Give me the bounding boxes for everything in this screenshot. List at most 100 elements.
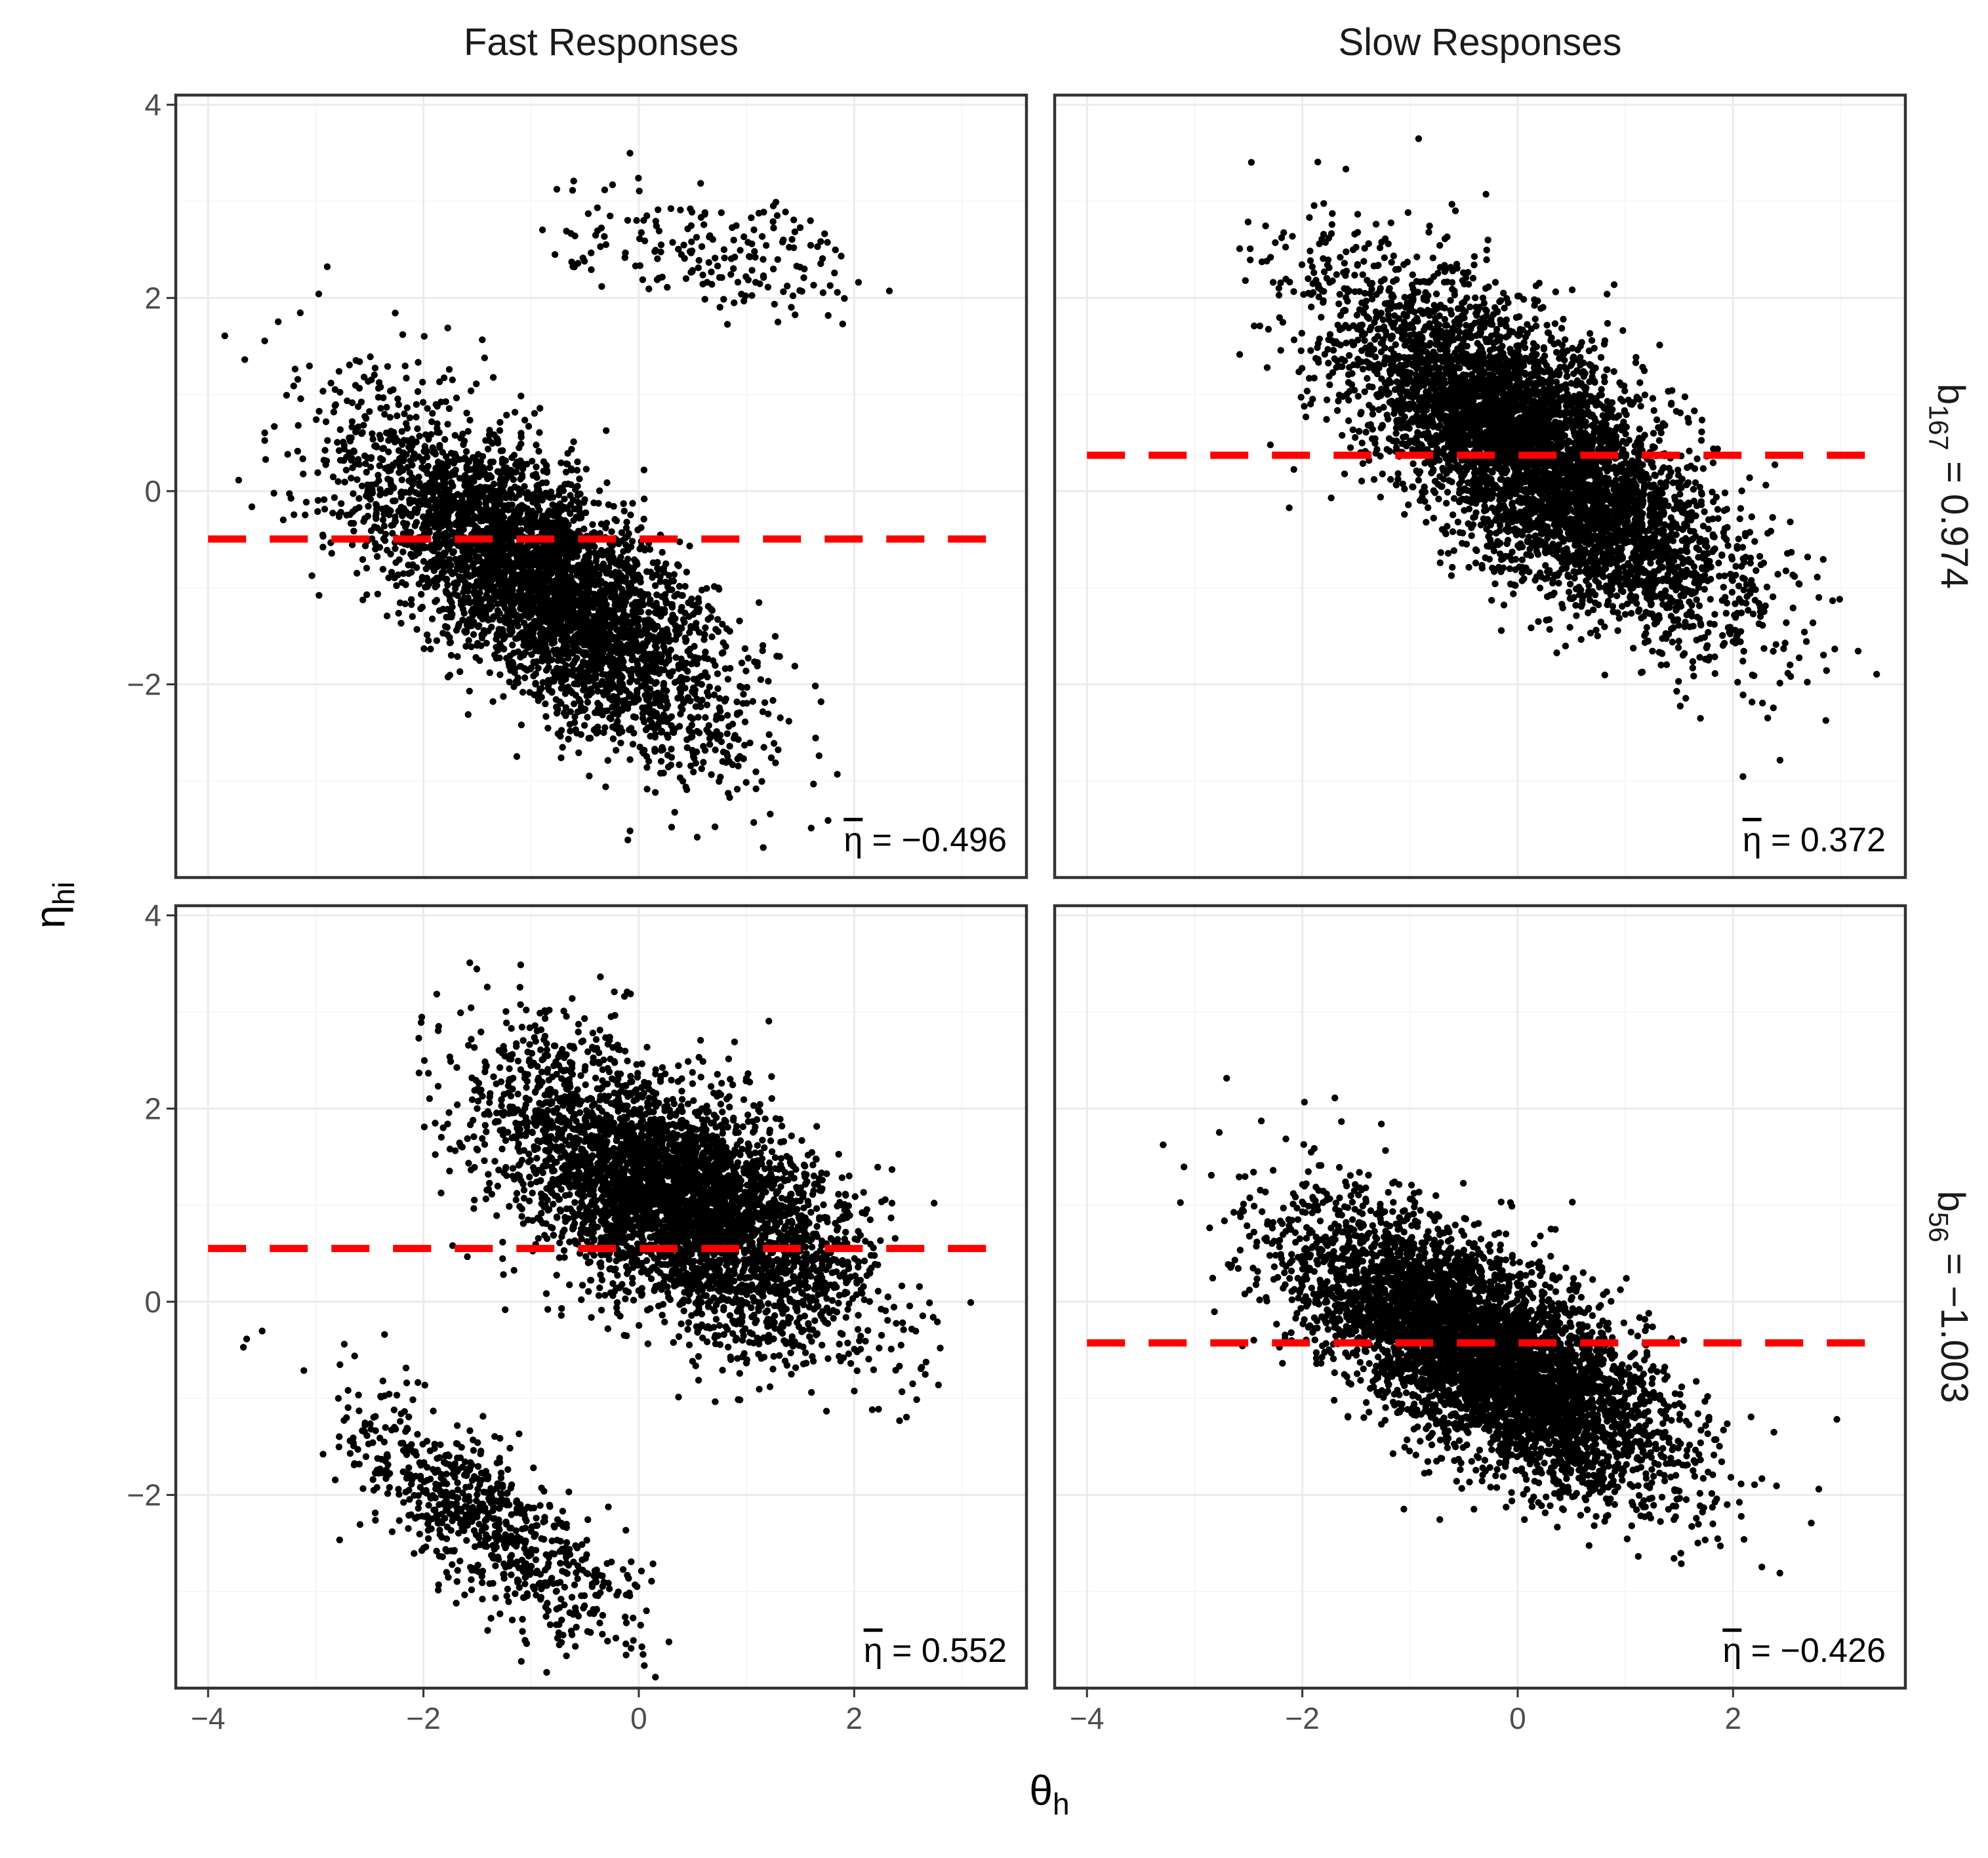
data-point bbox=[651, 668, 659, 676]
data-point bbox=[518, 471, 526, 479]
data-point bbox=[639, 704, 646, 712]
data-point bbox=[561, 627, 569, 634]
data-point bbox=[459, 430, 466, 437]
data-point bbox=[755, 209, 763, 217]
data-point bbox=[655, 274, 662, 282]
data-point bbox=[634, 561, 641, 568]
data-point bbox=[1394, 475, 1402, 483]
data-point bbox=[810, 281, 817, 289]
data-point bbox=[600, 691, 607, 698]
data-point bbox=[759, 647, 766, 655]
data-point bbox=[559, 548, 566, 555]
data-point bbox=[554, 554, 561, 561]
data-point bbox=[403, 420, 410, 427]
data-point bbox=[359, 555, 367, 563]
data-point bbox=[363, 565, 371, 572]
data-point bbox=[693, 727, 701, 735]
data-point bbox=[321, 506, 329, 513]
data-point bbox=[555, 629, 563, 637]
data-point bbox=[591, 709, 599, 716]
data-point bbox=[543, 467, 551, 474]
data-point bbox=[548, 676, 555, 684]
data-point bbox=[562, 468, 570, 475]
data-point bbox=[571, 633, 578, 640]
data-point bbox=[645, 622, 652, 630]
data-point bbox=[775, 746, 782, 754]
data-point bbox=[354, 476, 361, 483]
data-point bbox=[675, 245, 682, 253]
data-point bbox=[425, 519, 433, 527]
data-point bbox=[390, 497, 397, 504]
data-point bbox=[744, 276, 752, 283]
data-point bbox=[428, 496, 435, 504]
data-point bbox=[561, 481, 569, 488]
data-point bbox=[463, 542, 470, 550]
data-point bbox=[497, 541, 504, 548]
data-point bbox=[688, 209, 696, 216]
data-point bbox=[358, 482, 366, 490]
data-point bbox=[447, 561, 455, 569]
data-point bbox=[519, 518, 526, 525]
data-point bbox=[1415, 135, 1423, 142]
data-point bbox=[535, 590, 542, 597]
data-point bbox=[627, 672, 635, 679]
data-point bbox=[396, 556, 403, 563]
data-point bbox=[700, 630, 708, 638]
data-point bbox=[704, 692, 712, 700]
data-point bbox=[607, 620, 615, 628]
data-point bbox=[677, 207, 684, 214]
data-point bbox=[594, 728, 602, 736]
data-point bbox=[296, 309, 304, 317]
data-point bbox=[581, 258, 588, 265]
data-point bbox=[613, 616, 620, 624]
data-point bbox=[540, 550, 548, 557]
data-point bbox=[474, 623, 482, 630]
data-point bbox=[319, 544, 327, 551]
data-point bbox=[733, 698, 740, 706]
data-point bbox=[510, 683, 517, 691]
data-point bbox=[468, 572, 476, 579]
data-point bbox=[647, 569, 655, 576]
data-point bbox=[312, 416, 320, 423]
data-point bbox=[567, 708, 575, 716]
data-point bbox=[338, 500, 345, 507]
data-point bbox=[496, 555, 503, 562]
data-point bbox=[670, 571, 678, 578]
data-point bbox=[580, 617, 587, 624]
data-point bbox=[689, 733, 696, 740]
data-point bbox=[541, 654, 549, 661]
data-point bbox=[611, 515, 619, 523]
data-point bbox=[1573, 612, 1580, 619]
data-point bbox=[516, 542, 523, 549]
data-point bbox=[790, 216, 798, 224]
data-point bbox=[572, 486, 579, 493]
data-point bbox=[585, 610, 592, 617]
data-point bbox=[419, 525, 426, 532]
data-point bbox=[700, 221, 708, 228]
data-point bbox=[580, 499, 588, 506]
data-point bbox=[1698, 428, 1705, 435]
data-point bbox=[387, 507, 394, 515]
data-point bbox=[760, 844, 767, 851]
data-point bbox=[369, 435, 376, 443]
data-point bbox=[791, 662, 799, 670]
data-point bbox=[752, 785, 760, 793]
data-point bbox=[602, 241, 610, 249]
data-point bbox=[635, 174, 642, 182]
data-point bbox=[598, 619, 605, 626]
data-point bbox=[297, 395, 304, 403]
data-point bbox=[586, 773, 593, 780]
data-point bbox=[429, 410, 436, 417]
data-point bbox=[471, 591, 479, 598]
data-point bbox=[638, 674, 645, 682]
data-point bbox=[709, 657, 717, 664]
data-point bbox=[1809, 619, 1817, 626]
data-point bbox=[315, 407, 323, 415]
data-point bbox=[1345, 417, 1352, 424]
data-point bbox=[630, 619, 638, 626]
data-point bbox=[493, 568, 501, 575]
data-point bbox=[588, 266, 595, 273]
data-point bbox=[742, 667, 750, 675]
data-point bbox=[819, 289, 827, 296]
